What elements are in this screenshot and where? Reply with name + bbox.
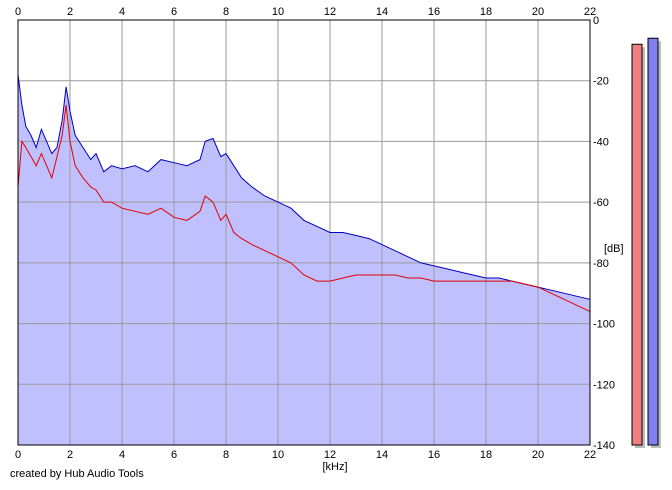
- credit-text: created by Hub Audio Tools: [10, 468, 144, 480]
- x-tick-label-bottom: 22: [584, 449, 596, 461]
- y-tick-label: -40: [593, 136, 609, 148]
- level-meters: [631, 37, 661, 449]
- x-tick-label-bottom: 8: [223, 449, 229, 461]
- x-tick-label-bottom: 20: [532, 449, 544, 461]
- y-tick-label: -100: [593, 319, 615, 331]
- y-tick-label: -140: [593, 440, 615, 452]
- y-tick-label: -20: [593, 76, 609, 88]
- level-meter-1-bar: [631, 43, 643, 446]
- x-tick-label-bottom: 12: [324, 449, 336, 461]
- x-tick-label-bottom: 16: [428, 449, 440, 461]
- x-tick-label-top: 14: [376, 6, 388, 18]
- x-tick-label-bottom: 14: [376, 449, 388, 461]
- y-tick-label: -120: [593, 379, 615, 391]
- x-tick-label-top: 12: [324, 6, 336, 18]
- x-tick-label-bottom: 10: [272, 449, 284, 461]
- x-tick-label-bottom: 0: [15, 449, 21, 461]
- series-1-line: [17, 74, 591, 300]
- x-tick-label-bottom: 4: [119, 449, 125, 461]
- series-2-line: [17, 104, 591, 312]
- x-tick-label-top: 4: [119, 6, 125, 18]
- series-1-area: [18, 74, 590, 445]
- level-meter-2-bar: [647, 37, 659, 446]
- y-tick-label: -60: [593, 197, 609, 209]
- x-tick-label-bottom: 2: [67, 449, 73, 461]
- x-tick-label-top: 0: [15, 6, 21, 18]
- x-tick-label-top: 10: [272, 6, 284, 18]
- x-tick-label-top: 16: [428, 6, 440, 18]
- x-tick-label-top: 6: [171, 6, 177, 18]
- x-tick-label-top: 2: [67, 6, 73, 18]
- x-tick-label-bottom: 6: [171, 449, 177, 461]
- x-axis-label: [kHz]: [322, 461, 347, 473]
- x-tick-label-top: 20: [532, 6, 544, 18]
- x-tick-label-bottom: 18: [480, 449, 492, 461]
- axes: 002244668810101212141416161818202022220-…: [15, 6, 615, 461]
- y-axis-label: [dB]: [604, 243, 624, 255]
- x-tick-label-top: 18: [480, 6, 492, 18]
- x-tick-label-top: 8: [223, 6, 229, 18]
- x-tick-label-top: 22: [584, 6, 596, 18]
- plot-area: [17, 19, 591, 446]
- y-tick-label: -80: [593, 258, 609, 270]
- plot-frame: [17, 19, 591, 446]
- y-tick-label: 0: [593, 15, 599, 27]
